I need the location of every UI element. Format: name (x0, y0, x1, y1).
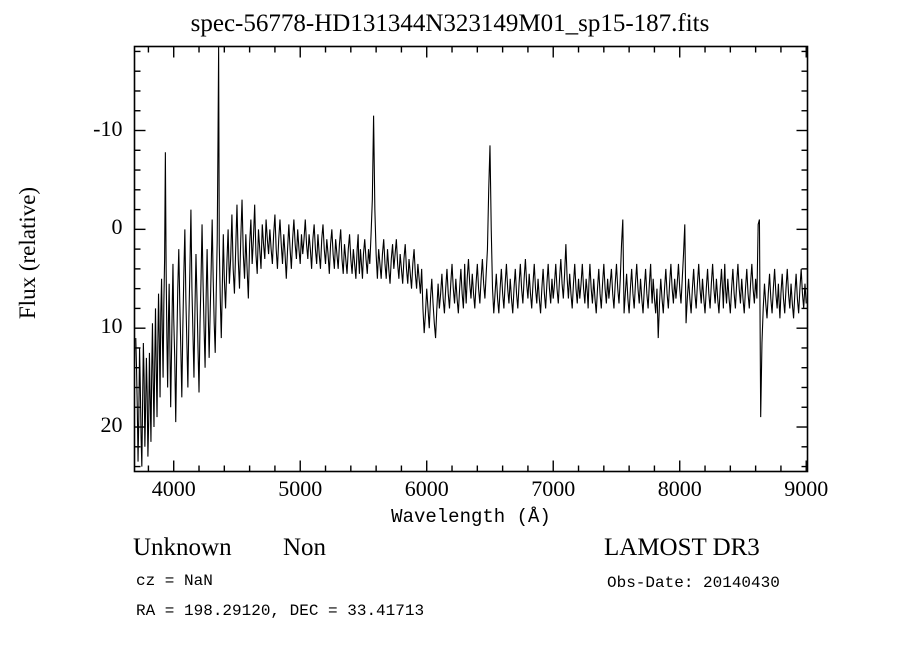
object-subclass-label: Non (283, 534, 327, 561)
axis-ticks (134, 46, 808, 472)
y-tick-label: 20 (100, 412, 123, 438)
x-tick-label: 6000 (404, 476, 449, 501)
cz-label: cz = NaN (136, 572, 213, 590)
spectrum-trace (135, 47, 807, 467)
x-tick-label: 8000 (657, 476, 702, 501)
x-tick-label: 5000 (278, 476, 323, 501)
plot-frame (133, 45, 809, 473)
obs-date-label: Obs-Date: 20140430 (607, 574, 780, 592)
y-tick-label: 0 (111, 214, 123, 240)
object-class-label: Unknown (133, 534, 232, 561)
survey-label: LAMOST DR3 (604, 534, 760, 561)
x-tick-label: 4000 (151, 476, 196, 501)
x-tick-label: 9000 (784, 476, 829, 501)
page-title: spec-56778-HD131344N323149M01_sp15-187.f… (190, 10, 710, 37)
y-tick-label: 10 (100, 313, 123, 339)
coordinates-label: RA = 198.29120, DEC = 33.41713 (136, 602, 425, 620)
x-axis-label: Wavelength (Å) (391, 506, 551, 528)
y-tick-label: -10 (93, 115, 123, 141)
y-axis-label: Flux (relative) (15, 186, 40, 320)
x-tick-label: 7000 (531, 476, 576, 501)
